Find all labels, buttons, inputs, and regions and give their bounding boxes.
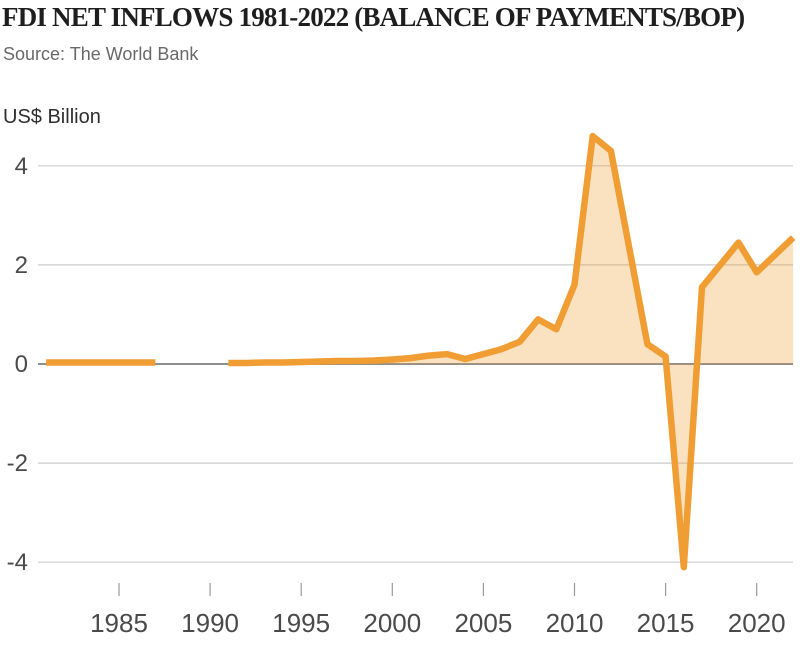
y-tick-label: -4 bbox=[7, 549, 28, 576]
x-tick-label: 2010 bbox=[546, 608, 604, 638]
data-line bbox=[228, 132, 796, 571]
x-tick-label: 2015 bbox=[637, 608, 695, 638]
y-axis-title: US$ Billion bbox=[3, 106, 101, 128]
y-tick-label: 2 bbox=[15, 252, 28, 279]
y-tick-label: 0 bbox=[15, 351, 28, 378]
x-tick-label: 2020 bbox=[728, 608, 786, 638]
area-fill bbox=[228, 136, 794, 568]
x-tick-label: 1995 bbox=[272, 608, 330, 638]
y-tick-label: 4 bbox=[15, 153, 28, 180]
chart-title: FDI NET INFLOWS 1981-2022 (BALANCE OF PA… bbox=[2, 2, 745, 32]
x-tick-label: 2005 bbox=[454, 608, 512, 638]
x-tick-label: 1985 bbox=[90, 608, 148, 638]
x-tick-label: 2000 bbox=[363, 608, 421, 638]
x-tick-label: 1990 bbox=[181, 608, 239, 638]
y-tick-label: -2 bbox=[7, 450, 28, 477]
chart-source: Source: The World Bank bbox=[3, 44, 199, 64]
